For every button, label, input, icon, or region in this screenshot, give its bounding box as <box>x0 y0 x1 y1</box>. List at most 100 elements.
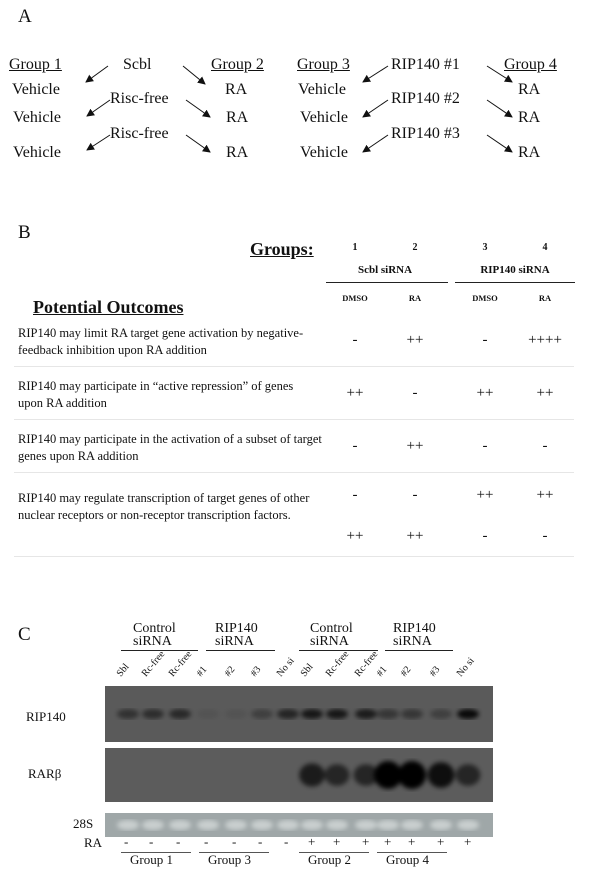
rip140-blot-label: RIP140 <box>26 709 66 724</box>
treatment-header: DMSO <box>342 293 368 303</box>
outcome-value: ++ <box>346 528 364 544</box>
outcome-value: ++ <box>346 385 364 401</box>
outcome-value: - <box>352 438 358 454</box>
ra-sign: - <box>204 834 209 849</box>
outcome-value: ++ <box>476 487 494 503</box>
outcome-value: - <box>412 385 418 401</box>
arrow-icon <box>486 99 513 118</box>
arrow-icon <box>182 65 206 85</box>
group-4-label: Group 4 <box>504 56 557 73</box>
ra-label: RA <box>518 109 541 126</box>
rip140-3-label: RIP140 #3 <box>391 125 460 142</box>
band <box>455 764 481 786</box>
vehicle-label: Vehicle <box>300 109 348 126</box>
band <box>457 709 479 719</box>
outcome-value: - <box>352 332 358 348</box>
lane-label: #3 <box>427 664 443 679</box>
groups-label: Groups: <box>250 239 314 259</box>
outcome-value: - <box>482 528 488 544</box>
treatment-header: RA <box>408 293 422 303</box>
ra-sign: + <box>408 834 416 849</box>
band <box>142 820 164 830</box>
band <box>301 820 323 830</box>
ra-sign: + <box>384 834 392 849</box>
outcome-value: ++ <box>536 487 554 503</box>
panel-b-label: B <box>18 222 31 243</box>
treatment-header: DMSO <box>472 293 498 303</box>
band <box>251 709 273 719</box>
band <box>427 762 455 788</box>
control-sirna-header: Control siRNA <box>310 621 353 649</box>
band <box>251 820 273 830</box>
band <box>457 820 479 830</box>
ra-label: RA <box>518 144 541 161</box>
band <box>299 763 325 787</box>
rip140-sirna-header: RIP140 siRNA <box>393 621 436 649</box>
lane-label: Rc-free <box>352 648 381 679</box>
outcome-value: - <box>542 438 548 454</box>
risc-free-label: Risc-free <box>110 125 169 142</box>
lane-label: #1 <box>194 664 210 679</box>
band <box>142 709 164 719</box>
band <box>117 820 139 830</box>
group-label: Group 4 <box>386 852 429 867</box>
ra-sign: - <box>232 834 237 849</box>
vehicle-label: Vehicle <box>298 81 346 98</box>
group-number: 4 <box>542 242 548 253</box>
outcome-text: RIP140 may regulate transcription of tar… <box>18 491 310 522</box>
ra-sign: + <box>437 834 445 849</box>
ra-label: RA <box>226 144 249 161</box>
ra-sign: + <box>464 834 472 849</box>
control-sirna-header: Control siRNA <box>133 621 176 649</box>
arrow-icon <box>362 65 389 83</box>
band <box>377 709 399 719</box>
arrow-icon <box>185 99 211 118</box>
vehicle-label: Vehicle <box>300 144 348 161</box>
arrow-icon <box>86 99 111 117</box>
rip140-blot <box>105 686 493 742</box>
panel-a-label: A <box>18 6 32 27</box>
rip140-sirna-header: RIP140 siRNA <box>480 264 550 276</box>
outcome-value: ++++ <box>528 332 562 348</box>
ra-sign: - <box>124 834 129 849</box>
band <box>377 820 399 830</box>
band <box>398 761 426 789</box>
band <box>197 820 219 830</box>
ra-label: RA <box>226 109 249 126</box>
lane-label: #1 <box>374 664 390 679</box>
ra-sign: + <box>362 834 370 849</box>
band <box>401 820 423 830</box>
outcome-value: ++ <box>536 385 554 401</box>
arrow-icon <box>85 65 109 83</box>
lane-label: #2 <box>398 664 414 679</box>
band <box>430 820 452 830</box>
band <box>430 709 452 719</box>
scbl-label: Scbl <box>123 56 152 73</box>
outcome-text: RIP140 may participate in “active repres… <box>18 379 294 410</box>
treatment-header: RA <box>538 293 552 303</box>
band <box>277 820 299 830</box>
lane-label: Rc-free <box>139 648 168 679</box>
ra-row-label: RA <box>84 835 103 850</box>
band <box>225 820 247 830</box>
outcome-value: ++ <box>406 332 424 348</box>
ra-label: RA <box>518 81 541 98</box>
band <box>401 709 423 719</box>
lane-label: #2 <box>222 664 238 679</box>
group-number: 1 <box>352 242 358 253</box>
outcome-value: - <box>352 487 358 503</box>
panel-c-label: C <box>18 624 31 645</box>
ra-label: RA <box>225 81 248 98</box>
ra-sign: - <box>176 834 181 849</box>
band <box>326 709 348 719</box>
band <box>277 709 299 719</box>
potential-outcomes-title: Potential Outcomes <box>33 297 184 317</box>
28s-gel <box>105 813 493 837</box>
ra-sign: - <box>258 834 263 849</box>
band <box>197 709 219 719</box>
lane-label: Rc-free <box>323 648 352 679</box>
lane-label: Sbl <box>114 661 132 679</box>
band <box>355 820 377 830</box>
lane-label: #3 <box>248 664 264 679</box>
